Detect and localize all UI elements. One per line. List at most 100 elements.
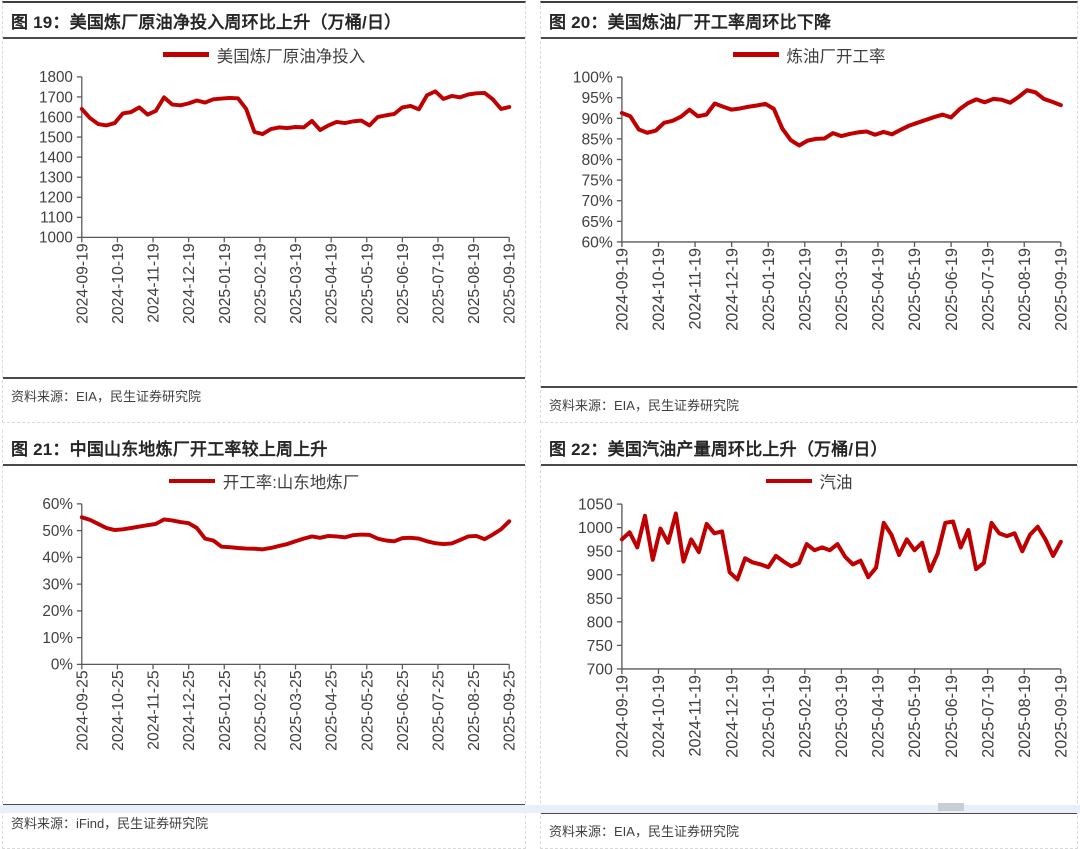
figure-21-line-chart: 60% 50% 40% 30% 20% 10% 0%2024-09-25 2024-10-25… bbox=[42, 496, 519, 751]
axis-lines bbox=[81, 503, 510, 665]
y-tick-label: 1800 bbox=[39, 69, 73, 86]
figure-22-panel: 图 22：美国汽油产量周环比上升（万桶/日） 汽油 1050 1000 950 900… bbox=[540, 429, 1078, 849]
legend-label: 汽油 bbox=[819, 474, 853, 493]
y-tick-label: 1700 bbox=[39, 89, 73, 106]
legend-line-swatch bbox=[732, 52, 779, 57]
x-tick-label: 2024-12-19 bbox=[181, 243, 198, 324]
y-tick-label: 65% bbox=[581, 214, 612, 231]
y-tick-label: 1600 bbox=[39, 109, 73, 126]
x-tick-label: 2024-12-19 bbox=[723, 248, 741, 331]
scrollbar-thumb[interactable] bbox=[938, 803, 964, 811]
y-tick-label: 60% bbox=[42, 496, 73, 513]
x-tick-label: 2025-07-19 bbox=[431, 243, 448, 324]
y-tick-label: 700 bbox=[587, 661, 613, 678]
page-bottom-strip bbox=[0, 805, 1080, 813]
y-tick-label: 800 bbox=[587, 614, 613, 631]
x-tick-label: 2024-09-25 bbox=[74, 670, 91, 751]
x-tick-label: 2025-03-19 bbox=[833, 248, 851, 331]
x-tick-label: 2025-09-19 bbox=[502, 243, 519, 324]
x-tick-label: 2025-05-19 bbox=[906, 248, 924, 331]
axes bbox=[76, 502, 510, 669]
figure-19-line-chart: 1800170016001500140013001200110010002024… bbox=[39, 69, 519, 324]
x-tick-label: 2024-10-19 bbox=[650, 248, 668, 331]
x-tick-label: 2025-07-25 bbox=[431, 670, 448, 751]
y-tick-label: 40% bbox=[42, 549, 73, 566]
figure-21-title: 图 21：中国山东地炼厂开工率较上周上升 bbox=[3, 430, 525, 466]
y-tick-label: 10% bbox=[42, 630, 73, 647]
y-tick-label: 1400 bbox=[39, 149, 73, 166]
legend-line-swatch bbox=[168, 478, 215, 484]
x-tick-label: 2025-08-25 bbox=[466, 670, 483, 751]
x-tick-label: 2025-04-19 bbox=[324, 243, 341, 324]
legend-line-swatch bbox=[162, 52, 209, 57]
y-tick-label: 70% bbox=[581, 193, 612, 210]
x-tick-label: 2025-06-19 bbox=[943, 675, 961, 758]
figure-22-title: 图 22：美国汽油产量周环比上升（万桶/日） bbox=[541, 430, 1077, 466]
figure-20-source: 资料来源：EIA，民生证券研究院 bbox=[541, 385, 1077, 422]
x-tick-label: 2025-03-19 bbox=[833, 675, 851, 758]
x-tick-label: 2025-09-25 bbox=[502, 670, 519, 751]
y-tick-label: 50% bbox=[42, 523, 73, 540]
x-tick-label: 2025-06-19 bbox=[395, 243, 412, 324]
x-tick-label: 2024-09-19 bbox=[74, 243, 91, 324]
y-tick-label: 100% bbox=[573, 70, 613, 87]
y-tick-label: 60% bbox=[581, 234, 612, 251]
x-tick-label: 2024-09-19 bbox=[614, 248, 632, 331]
figure-22-source: 资料来源：EIA，民生证券研究院 bbox=[541, 812, 1077, 848]
axis-lines bbox=[81, 76, 510, 239]
y-tick-label: 0% bbox=[51, 656, 73, 673]
y-tick-label: 1200 bbox=[39, 190, 73, 207]
figure-21-legend: 开工率:山东地炼厂 bbox=[3, 468, 525, 495]
figure-19-title: 图 19：美国炼厂原油净投入周环比上升（万桶/日） bbox=[3, 3, 525, 39]
axis-lines bbox=[621, 77, 1061, 243]
figure-22-legend: 汽油 bbox=[541, 468, 1077, 495]
x-tick-label: 2024-10-25 bbox=[110, 670, 127, 751]
figure-20-legend: 炼油厂开工率 bbox=[541, 41, 1077, 68]
y-tick-label: 1000 bbox=[39, 230, 73, 247]
x-tick-label: 2024-10-19 bbox=[110, 243, 127, 324]
legend-label: 炼油厂开工率 bbox=[786, 47, 886, 66]
figure-19-source: 资料来源：EIA，民生证券研究院 bbox=[3, 377, 525, 413]
y-tick-label: 750 bbox=[587, 637, 613, 654]
x-tick-label: 2025-08-19 bbox=[1016, 248, 1034, 331]
x-tick-label: 2025-06-25 bbox=[395, 670, 412, 751]
y-tick-label: 1300 bbox=[39, 170, 73, 187]
y-tick-label: 850 bbox=[587, 590, 613, 607]
x-tick-label: 2025-04-25 bbox=[324, 670, 341, 751]
x-tick-label: 2024-09-19 bbox=[614, 675, 632, 758]
series-line bbox=[619, 88, 1063, 148]
x-tick-label: 2025-05-19 bbox=[906, 675, 924, 758]
legend-label: 美国炼厂原油净投入 bbox=[216, 47, 366, 66]
y-tick-label: 95% bbox=[581, 90, 612, 107]
axes bbox=[616, 502, 1062, 674]
figure-20-panel: 图 20：美国炼油厂开工率周环比下降 炼油厂开工率 100% 95% 90% 85% 8… bbox=[540, 1, 1078, 423]
x-tick-label: 2025-06-19 bbox=[943, 248, 961, 331]
y-tick-label: 85% bbox=[581, 131, 612, 148]
y-tick-label: 1000 bbox=[578, 520, 613, 537]
x-tick-label: 2025-02-25 bbox=[252, 670, 269, 751]
x-tick-label: 2024-11-19 bbox=[687, 675, 705, 757]
figure-21-panel: 图 21：中国山东地炼厂开工率较上周上升 开工率:山东地炼厂 60% 50% 40%… bbox=[2, 429, 526, 849]
x-tick-label: 2025-01-25 bbox=[217, 670, 234, 751]
y-tick-label: 80% bbox=[581, 152, 612, 169]
figure-20-line-chart: 100% 95% 90% 85% 80% 75% 70% 65% 60%2024-09-19 20… bbox=[573, 70, 1071, 331]
x-tick-label: 2025-04-19 bbox=[870, 675, 888, 758]
legend-label: 开工率:山东地炼厂 bbox=[222, 474, 360, 493]
legend-line-swatch bbox=[765, 478, 812, 484]
x-tick-label: 2025-09-19 bbox=[1052, 248, 1070, 331]
x-tick-label: 2025-09-19 bbox=[1052, 675, 1070, 758]
y-tick-label: 20% bbox=[42, 603, 73, 620]
figure-19-legend: 美国炼厂原油净投入 bbox=[3, 41, 525, 68]
series-line bbox=[619, 511, 1063, 582]
series-line bbox=[79, 514, 512, 551]
x-tick-label: 2025-02-19 bbox=[796, 248, 814, 331]
axes bbox=[76, 76, 510, 243]
x-tick-label: 2025-02-19 bbox=[252, 243, 269, 324]
x-tick-label: 2024-12-19 bbox=[723, 675, 741, 758]
x-tick-label: 2024-11-19 bbox=[146, 243, 163, 323]
x-tick-label: 2025-08-19 bbox=[1016, 675, 1034, 758]
x-tick-label: 2024-10-19 bbox=[650, 675, 668, 758]
x-tick-label: 2025-04-19 bbox=[870, 248, 888, 331]
